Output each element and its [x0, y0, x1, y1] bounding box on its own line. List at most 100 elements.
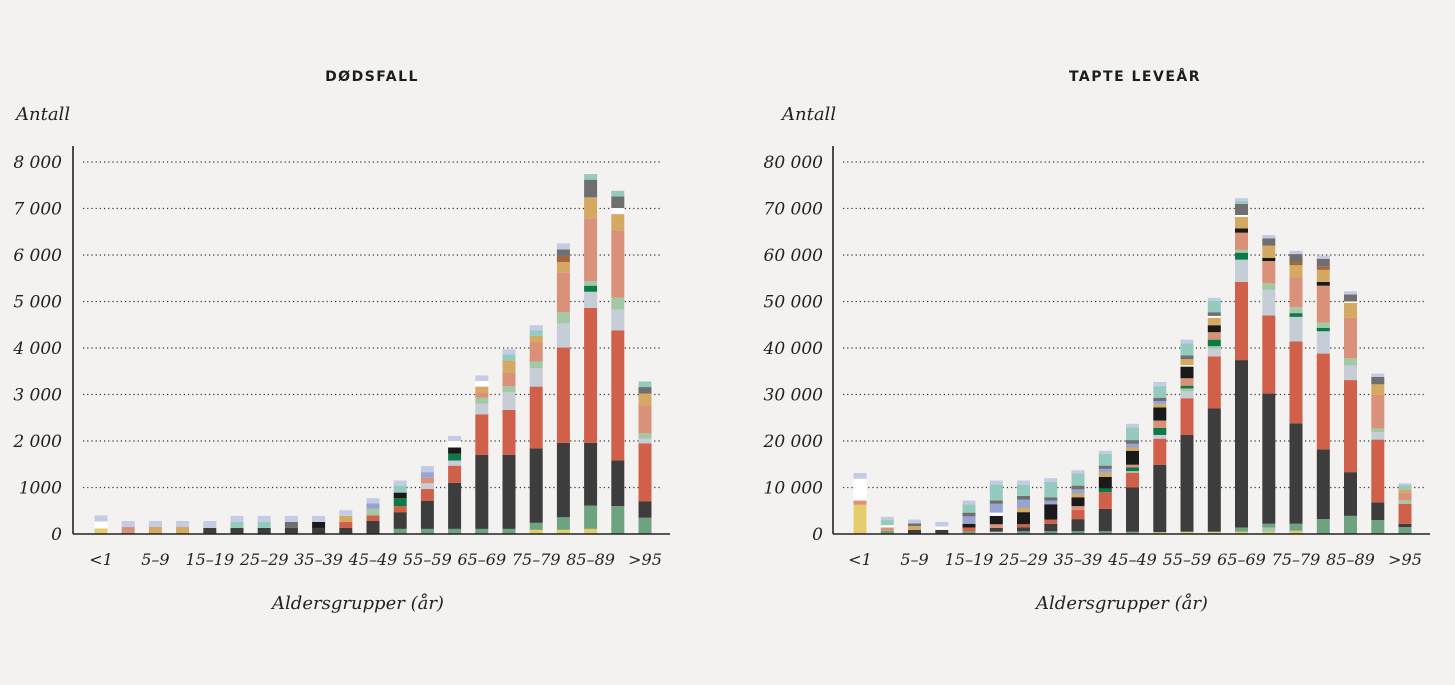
bar-segment-dark	[230, 527, 244, 534]
x-tick-label: <1	[848, 550, 872, 569]
x-tick-label: 45–49	[348, 550, 398, 569]
bar-segment-white	[1235, 215, 1248, 217]
x-axis-label: Aldersgrupper (år)	[270, 592, 444, 614]
bar-45–49	[1126, 423, 1139, 534]
bar-segment-salmon	[1153, 420, 1167, 428]
bar-segment-paleblue	[203, 520, 217, 528]
bar-90–94	[611, 190, 625, 534]
bar-segment-tan	[1371, 384, 1385, 395]
bar-segment-lightgray	[989, 531, 1003, 534]
bar-30–34	[284, 515, 298, 534]
bar-segment-periwinkle	[366, 503, 380, 509]
bar-segment-dark	[908, 529, 921, 534]
bar-segment-dark	[420, 500, 434, 529]
bar-segment-dark	[1316, 449, 1330, 520]
bar-segment-teal	[230, 521, 244, 528]
bar-segment-paleblue	[880, 516, 894, 521]
bar-segment-paleblue	[1126, 423, 1139, 428]
bar-segment-black	[1126, 450, 1139, 465]
bar-25–29	[1017, 480, 1030, 534]
bar-segment-darkgreen	[1235, 252, 1248, 260]
bar-segment-darkgreen	[1180, 385, 1194, 389]
x-tick-label: 35–39	[1054, 550, 1103, 569]
bar-segment-lightgray	[1180, 391, 1194, 399]
bar-segment-dark	[1180, 434, 1194, 532]
bar-segment-darkgreen	[393, 498, 407, 507]
bar-segment-red	[611, 330, 625, 461]
bar-segment-salmon	[475, 392, 489, 398]
bar-segment-tan	[475, 386, 489, 393]
x-tick-label: <1	[89, 550, 113, 569]
bar-segment-lightgray	[475, 403, 489, 415]
x-tick-label: 25–29	[239, 550, 289, 569]
bar-segment-tan	[1180, 359, 1194, 366]
y-tick-label: 5 000	[13, 293, 62, 313]
bar-segment-black	[1316, 281, 1330, 286]
bar-segment-teal	[638, 381, 652, 388]
bar-segment-tan	[529, 335, 543, 342]
bar-30–34	[1044, 478, 1058, 534]
bar-segment-red	[1153, 438, 1167, 465]
y-tick-labels: 0 10 000 20 000 30 000 40 000 50 000 60 000 70 …	[763, 153, 824, 545]
bar-segment-green	[1371, 520, 1385, 534]
bar-segment-salmon	[638, 405, 652, 434]
bar-segment-gray	[611, 196, 625, 209]
bar-segment-paleblue	[1235, 198, 1248, 202]
x-tick-labels: <1 5–9 15–19 25–29 35–39 45–49 55–59 65–69 75–79…	[89, 550, 662, 569]
bar-segment-green	[1316, 519, 1330, 534]
bar-segment-paleblue	[1316, 255, 1330, 259]
bar-segment-red	[556, 347, 570, 443]
x-tick-label: 15–19	[185, 550, 234, 569]
bar-segment-red	[962, 527, 976, 532]
bar-10–14	[935, 521, 949, 534]
bar-segment-paleblue	[556, 243, 570, 250]
x-tick-label: 55–59	[1163, 550, 1212, 569]
bar-segment-salmon	[584, 218, 598, 282]
bar-segment-black	[393, 492, 407, 499]
bar-1–4	[121, 520, 135, 534]
bar-segment-sage	[1180, 388, 1194, 392]
bar-segment-white	[1207, 315, 1221, 318]
y-tick-label: 4 000	[12, 339, 62, 359]
bar-segment-red	[420, 488, 434, 501]
bar-segment-lightgray	[611, 309, 625, 331]
bar-segment-paleblue	[420, 466, 434, 473]
bar-segment-paleblue	[502, 349, 516, 355]
bar-segment-red	[1044, 519, 1058, 524]
bar-segment-tan	[1235, 216, 1248, 229]
bar-segment-salmon	[529, 341, 543, 362]
bar-segment-tan	[1017, 507, 1030, 513]
bar-segment-salmon	[1371, 394, 1385, 429]
bar-segment-red	[1017, 524, 1030, 528]
bar-segment-paleblue	[148, 520, 162, 528]
bar-segment-green	[1289, 523, 1303, 531]
y-tick-label: 2 000	[12, 432, 62, 452]
bar-segment-lightgray	[1207, 348, 1221, 357]
bar-segment-red	[1235, 281, 1248, 361]
bar-segment-red	[475, 414, 489, 455]
bar-segment-black	[1044, 504, 1058, 520]
bar-segment-dark	[1071, 519, 1085, 532]
bar-segment-dark	[502, 454, 516, 529]
bar-segment-white	[853, 478, 867, 501]
y-tick-label: 30 000	[764, 386, 824, 406]
bar-segment-paleblue	[1289, 250, 1303, 255]
bar-segment-teal	[1017, 484, 1030, 496]
bar-segment-red	[502, 409, 516, 455]
bar-segment-darkgreen	[1098, 488, 1112, 493]
bar-segment-periwinkle	[962, 516, 976, 524]
bar-segment-black	[1180, 366, 1194, 379]
y-tick-label: 3 000	[13, 386, 62, 406]
bar-segment-teal	[1398, 485, 1412, 490]
bar-35–39	[312, 515, 326, 534]
bar-segment-paleblue	[1180, 339, 1194, 344]
bar-segment-salmon	[880, 527, 894, 531]
bar-<1	[94, 515, 108, 534]
bar-segment-yellow	[1207, 531, 1221, 534]
bar-segment-gray	[962, 512, 976, 517]
bar-segment-lightgray	[1153, 434, 1167, 439]
bar-segment-paleblue	[393, 480, 407, 486]
bar-55–59	[1180, 339, 1194, 534]
bar-segment-green	[611, 506, 625, 534]
bar-segment-green	[393, 528, 407, 534]
